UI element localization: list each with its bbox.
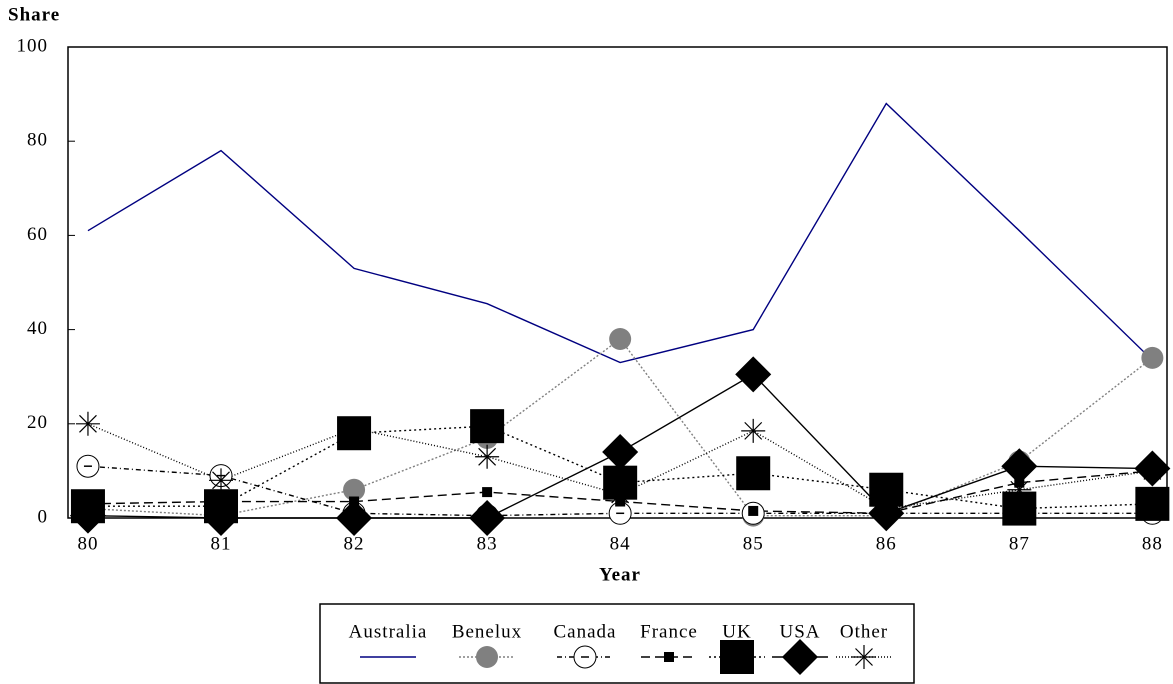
- legend-label: Canada: [554, 621, 617, 642]
- marker: [203, 500, 240, 536]
- marker: [469, 500, 506, 536]
- y-tick-label: 80: [27, 130, 48, 151]
- marker: [69, 497, 106, 534]
- marker: [874, 496, 899, 521]
- x-tick-label: 83: [477, 533, 498, 554]
- marker: [602, 434, 639, 471]
- marker: [209, 468, 234, 493]
- marker: [608, 482, 633, 507]
- x-tick-label: 85: [743, 533, 764, 554]
- marker: [1141, 346, 1164, 369]
- marker: [475, 444, 500, 469]
- legend-marker: [573, 645, 597, 669]
- y-axis-label: Share: [8, 4, 60, 25]
- y-tick-label: 0: [38, 506, 49, 527]
- marker: [735, 356, 772, 393]
- legend-symbol: [573, 645, 597, 669]
- series-line: [87, 102, 1153, 364]
- x-tick-label: 88: [1142, 533, 1163, 554]
- marker: [75, 411, 100, 436]
- y-tick-label: 100: [17, 35, 49, 56]
- legend-symbol: [476, 646, 498, 668]
- legend-marker: [664, 652, 674, 662]
- series-line: [87, 465, 1153, 517]
- legend-label: USA: [779, 621, 820, 642]
- legend-marker: [852, 645, 876, 669]
- marker: [736, 456, 771, 491]
- x-tick-label: 82: [344, 533, 365, 554]
- legend-label: Benelux: [452, 621, 522, 642]
- marker: [1001, 448, 1038, 485]
- y-tick-label: 40: [27, 318, 48, 339]
- legend-marker: [476, 646, 498, 668]
- legend-label: UK: [722, 621, 751, 642]
- legend-symbol: [852, 645, 876, 669]
- marker: [748, 505, 759, 516]
- marker: [342, 416, 367, 441]
- marker: [609, 328, 632, 351]
- legend-box: [319, 603, 915, 684]
- legend-symbol: [782, 639, 818, 675]
- marker: [741, 418, 766, 443]
- x-tick-label: 84: [610, 533, 631, 554]
- marker: [470, 409, 505, 444]
- x-axis-label: Year: [599, 564, 641, 585]
- x-tick-label: 87: [1009, 533, 1030, 554]
- legend-label: France: [640, 621, 698, 642]
- legend-marker: [782, 639, 818, 675]
- legend-label: Australia: [349, 621, 428, 642]
- legend-marker: [720, 640, 754, 674]
- x-tick-label: 81: [211, 533, 232, 554]
- x-tick-label: 80: [77, 533, 98, 554]
- marker: [1135, 486, 1170, 521]
- y-tick-label: 20: [27, 412, 48, 433]
- legend-label: Other: [840, 621, 888, 642]
- marker: [1140, 458, 1165, 483]
- legend-symbol: [664, 652, 674, 662]
- legend-symbol: [720, 640, 754, 674]
- marker: [343, 478, 366, 501]
- marker: [76, 454, 100, 478]
- x-tick-label: 86: [876, 533, 897, 554]
- marker: [1007, 477, 1032, 502]
- y-tick-label: 60: [27, 224, 48, 245]
- marker: [336, 500, 373, 536]
- marker: [482, 487, 493, 498]
